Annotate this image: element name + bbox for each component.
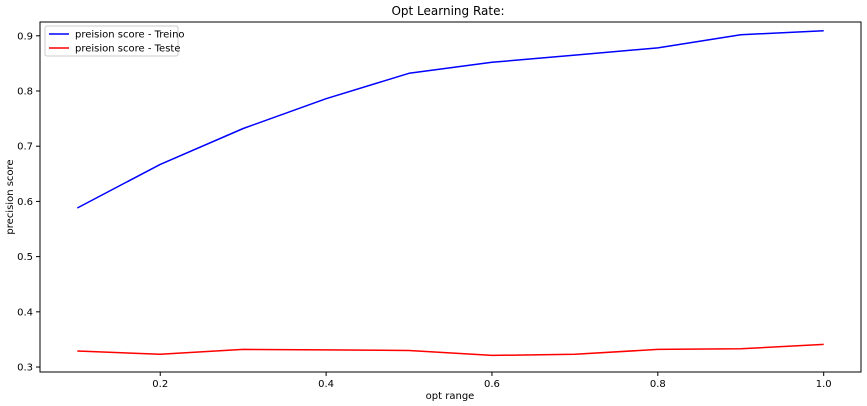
legend-label-0: preision score - Treino xyxy=(75,30,185,41)
y-tick-label: 0.6 xyxy=(17,197,33,208)
y-tick-label: 0.5 xyxy=(17,252,33,263)
x-tick-label: 0.2 xyxy=(152,379,168,390)
legend-label-1: preision score - Teste xyxy=(75,44,180,55)
series-line-1 xyxy=(77,343,824,357)
legend: preision score - Treino preision score - … xyxy=(44,25,185,57)
x-tick-label: 0.6 xyxy=(484,379,500,390)
y-tick-label: 0.9 xyxy=(17,31,33,42)
y-tick-label: 0.4 xyxy=(17,307,33,318)
legend-box xyxy=(44,25,179,57)
y-tick-label: 0.8 xyxy=(17,87,33,98)
x-tick-label: 0.4 xyxy=(318,379,334,390)
x-axis: 0.2 0.4 0.6 0.8 1.0 xyxy=(152,372,832,390)
series-line-0 xyxy=(76,30,824,209)
y-tick-label: 0.7 xyxy=(17,142,33,153)
series-lines xyxy=(76,30,824,357)
chart-title: Opt Learning Rate: xyxy=(391,4,504,18)
y-axis: 0.3 0.4 0.5 0.6 0.7 0.8 0.9 xyxy=(17,31,40,374)
y-axis-title: precision score xyxy=(5,159,16,234)
y-tick-label: 0.3 xyxy=(17,363,33,374)
x-axis-title: opt range xyxy=(426,391,475,402)
plot-area xyxy=(39,21,862,373)
x-tick-label: 0.8 xyxy=(650,379,666,390)
x-tick-label: 1.0 xyxy=(816,379,832,390)
